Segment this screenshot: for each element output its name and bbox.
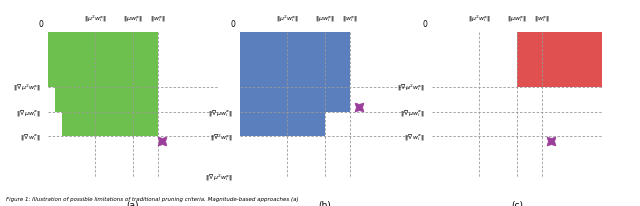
Text: $\|\mu w_i^a\|$: $\|\mu w_i^a\|$	[123, 15, 143, 24]
Text: $\|\nabla\,\mu w_i^a\|$: $\|\nabla\,\mu w_i^a\|$	[209, 107, 233, 117]
Text: Figure 1: Illustration of possible limitations of traditional pruning criteria. : Figure 1: Illustration of possible limit…	[6, 196, 299, 201]
Bar	[48, 137, 68, 177]
Text: (c): (c)	[511, 200, 523, 206]
Text: 0: 0	[230, 20, 235, 29]
Text: $\|\mu w_i^a\|$: $\|\mu w_i^a\|$	[507, 15, 527, 24]
Bar	[517, 33, 602, 88]
Text: (a): (a)	[127, 200, 139, 206]
Text: $\|\nabla\,w_i^a\|$: $\|\nabla\,w_i^a\|$	[404, 132, 425, 142]
Bar	[48, 88, 55, 112]
Text: (b): (b)	[319, 200, 331, 206]
Text: $\|\nabla\,\mu w_i^a\|$: $\|\nabla\,\mu w_i^a\|$	[17, 107, 41, 117]
Text: $\|w_i^a\|$: $\|w_i^a\|$	[150, 15, 166, 24]
Text: $\|\nabla\,\mu^2 w_i^a\|$: $\|\nabla\,\mu^2 w_i^a\|$	[205, 172, 233, 182]
Text: $\|\nabla\,\mu w_i^a\|$: $\|\nabla\,\mu w_i^a\|$	[401, 107, 425, 117]
Text: $\|\mu^2 w_i^a\|$: $\|\mu^2 w_i^a\|$	[276, 14, 299, 24]
Text: $\|w_i^a\|$: $\|w_i^a\|$	[342, 15, 358, 24]
Text: $\|w_i^a\|$: $\|w_i^a\|$	[534, 15, 550, 24]
Text: $\|\nabla^2 w_i^a\|$: $\|\nabla^2 w_i^a\|$	[211, 132, 233, 142]
Bar	[325, 33, 350, 112]
Bar	[48, 112, 61, 137]
Bar	[240, 33, 325, 137]
Text: $\|\mu^2 w_i^a\|$: $\|\mu^2 w_i^a\|$	[84, 14, 107, 24]
Text: $\|\nabla\,\mu^2 w_i^a\|$: $\|\nabla\,\mu^2 w_i^a\|$	[397, 83, 425, 93]
Bar	[48, 33, 158, 137]
Text: 0: 0	[422, 20, 427, 29]
Text: 0: 0	[38, 20, 43, 29]
Text: $\|\mu^2 w_i^a\|$: $\|\mu^2 w_i^a\|$	[468, 14, 491, 24]
Text: $\|\nabla\,\mu^2 w_i^a\|$: $\|\nabla\,\mu^2 w_i^a\|$	[13, 83, 41, 93]
Text: $\|\nabla\,w_i^a\|$: $\|\nabla\,w_i^a\|$	[20, 132, 41, 142]
Text: $\|\mu w_i^a\|$: $\|\mu w_i^a\|$	[315, 15, 335, 24]
